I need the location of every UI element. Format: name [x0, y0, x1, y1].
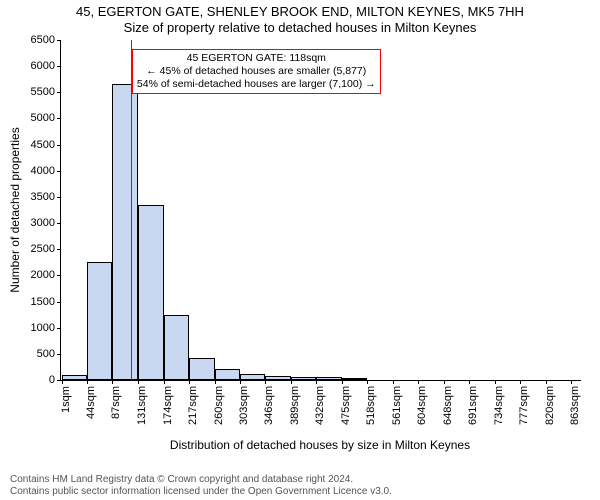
x-tick-label: 217sqm [187, 386, 199, 425]
y-tick-mark [57, 92, 61, 93]
y-tick-mark [57, 145, 61, 146]
y-tick-mark [57, 197, 61, 198]
x-tick-label: 389sqm [289, 386, 301, 425]
x-tick-label: 777sqm [518, 386, 530, 425]
histogram-bar [112, 84, 138, 380]
y-tick-mark [57, 66, 61, 67]
x-tick-mark [469, 380, 470, 384]
footer-line1: Contains HM Land Registry data © Crown c… [10, 474, 353, 485]
x-tick-mark [291, 380, 292, 384]
x-tick-mark [138, 380, 139, 384]
x-tick-label: 432sqm [314, 386, 326, 425]
x-axis-label: Distribution of detached houses by size … [170, 438, 470, 452]
plot-area: 0500100015002000250030003500400045005000… [60, 40, 581, 381]
y-tick-mark [57, 302, 61, 303]
figure-container: { "title": { "line1": "45, EGERTON GATE,… [0, 0, 600, 500]
x-tick-label: 87sqm [110, 386, 122, 419]
x-tick-mark [87, 380, 88, 384]
x-tick-mark [495, 380, 496, 384]
x-tick-label: 604sqm [416, 386, 428, 425]
x-tick-label: 131sqm [136, 386, 148, 425]
annotation-line: ← 45% of detached houses are smaller (5,… [137, 65, 376, 78]
histogram-bar [291, 377, 316, 380]
histogram-bar [240, 374, 265, 380]
y-tick-mark [57, 275, 61, 276]
y-tick-mark [57, 328, 61, 329]
x-tick-mark [418, 380, 419, 384]
y-tick-mark [57, 118, 61, 119]
y-axis-label: Number of detached properties [8, 127, 22, 292]
x-tick-mark [215, 380, 216, 384]
y-tick-mark [57, 171, 61, 172]
x-tick-label: 346sqm [263, 386, 275, 425]
x-tick-label: 174sqm [162, 386, 174, 425]
x-tick-mark [367, 380, 368, 384]
title-line1: 45, EGERTON GATE, SHENLEY BROOK END, MIL… [0, 4, 600, 19]
x-tick-label: 475sqm [340, 386, 352, 425]
x-tick-mark [62, 380, 63, 384]
y-tick-mark [57, 223, 61, 224]
histogram-bar [189, 358, 214, 380]
y-tick-mark [57, 40, 61, 41]
x-tick-label: 1sqm [60, 386, 72, 413]
histogram-bar [138, 205, 163, 380]
x-tick-label: 561sqm [391, 386, 403, 425]
annotation-line: 45 EGERTON GATE: 118sqm [137, 52, 376, 65]
x-tick-mark [189, 380, 190, 384]
histogram-bar [316, 377, 341, 380]
x-tick-label: 303sqm [238, 386, 250, 425]
x-tick-mark [393, 380, 394, 384]
annotation-box: 45 EGERTON GATE: 118sqm← 45% of detached… [132, 49, 381, 94]
x-tick-mark [316, 380, 317, 384]
histogram-bar [62, 375, 87, 380]
x-tick-mark [265, 380, 266, 384]
x-tick-label: 44sqm [85, 386, 97, 419]
x-tick-mark [520, 380, 521, 384]
x-tick-label: 863sqm [569, 386, 581, 425]
y-tick-mark [57, 380, 61, 381]
histogram-bar [215, 369, 240, 380]
x-tick-mark [240, 380, 241, 384]
x-tick-label: 260sqm [213, 386, 225, 425]
x-tick-label: 518sqm [365, 386, 377, 425]
histogram-bar [164, 315, 189, 380]
footer-line2: Contains public sector information licen… [10, 486, 392, 497]
x-tick-mark [571, 380, 572, 384]
x-tick-mark [342, 380, 343, 384]
x-tick-mark [444, 380, 445, 384]
title-line2: Size of property relative to detached ho… [0, 20, 600, 35]
x-tick-label: 734sqm [493, 386, 505, 425]
annotation-line: 54% of semi-detached houses are larger (… [137, 78, 376, 91]
x-tick-mark [112, 380, 113, 384]
y-tick-mark [57, 249, 61, 250]
x-tick-label: 691sqm [467, 386, 479, 425]
x-tick-mark [546, 380, 547, 384]
x-tick-label: 820sqm [544, 386, 556, 425]
x-tick-label: 648sqm [442, 386, 454, 425]
x-tick-mark [164, 380, 165, 384]
histogram-bar [265, 376, 290, 380]
y-tick-mark [57, 354, 61, 355]
histogram-bar [87, 262, 112, 380]
histogram-bar [342, 378, 367, 380]
